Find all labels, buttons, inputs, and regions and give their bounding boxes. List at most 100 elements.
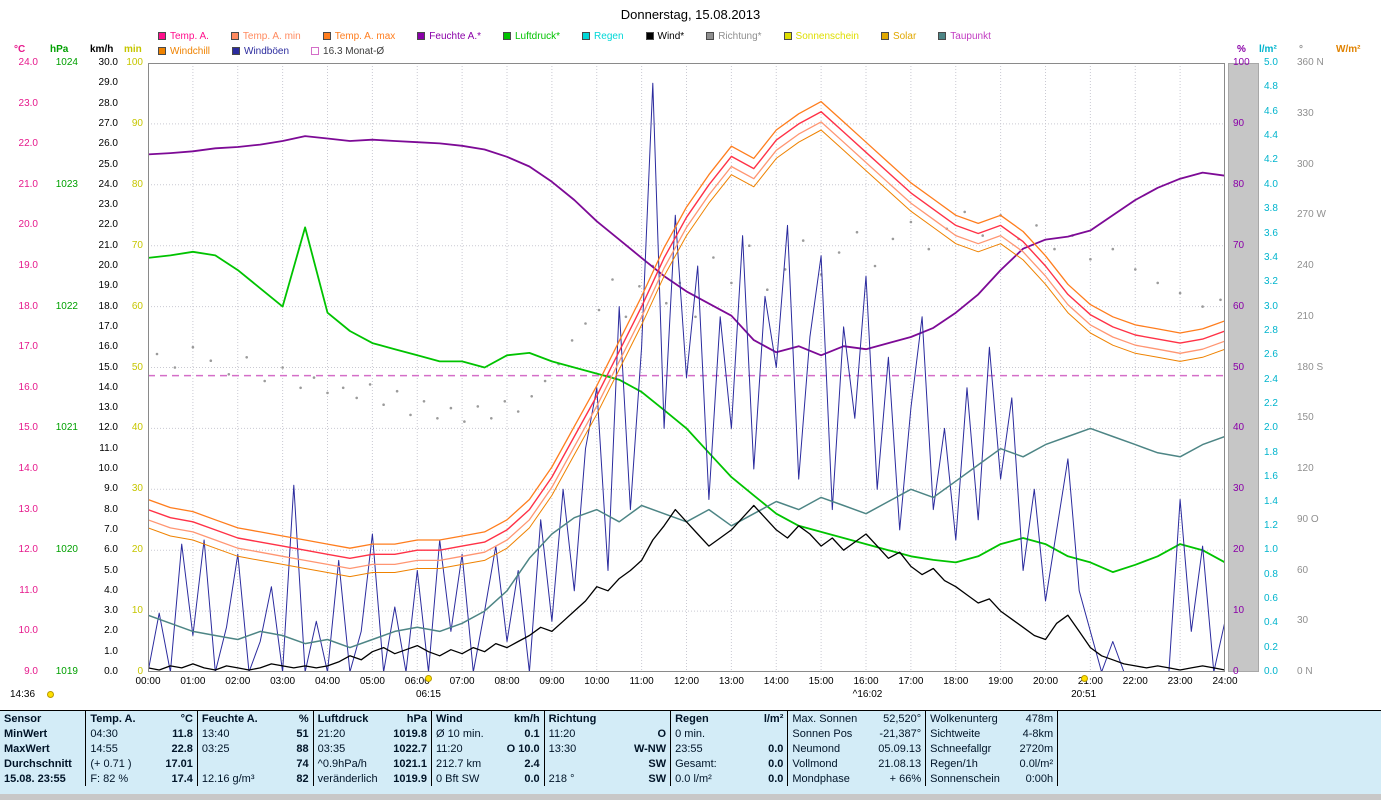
axis-solar-header: W/m² (1336, 44, 1361, 55)
series-richtung-dot (1053, 247, 1056, 251)
group-info: 11:20 (548, 727, 576, 740)
tick-label: 17.0 (98, 320, 118, 332)
tick-label: 70 (1233, 239, 1245, 251)
tick-label: 25.0 (98, 158, 118, 170)
tick-label: 3.4 (1264, 251, 1278, 263)
tick-label: 0.8 (1264, 568, 1278, 580)
tick-label: 0.2 (1264, 641, 1278, 653)
group-info: veränderlich (317, 772, 378, 785)
group-info: 0.0 l/m² (675, 772, 712, 785)
group-info: 14:55 (90, 742, 118, 755)
regen-swatch (582, 32, 591, 40)
tick-label: 18.0 (98, 300, 118, 312)
series-richtung-dot (543, 379, 547, 383)
window-bottom-border (0, 794, 1381, 800)
tick-label: 270 W (1297, 209, 1326, 221)
tick-label: 15.0 (98, 361, 118, 373)
legend-label: 16.3 Monat-Ø (323, 45, 385, 57)
temp-a-max-swatch (322, 32, 331, 40)
tick-label: 100 (126, 57, 143, 68)
row-header: 15.08. 23:55 (0, 771, 87, 786)
group-info: 03:35 (317, 742, 346, 755)
tick-label: 17.0 (18, 341, 38, 353)
filler (1058, 741, 1381, 756)
legend-label: Windböen (244, 45, 290, 57)
series-richtung-dot (341, 386, 345, 390)
axis-hpa-ticks: 1024 1023 1022 1021 1020 1019 (44, 58, 80, 677)
x-tick-label: 14:00 (763, 676, 789, 687)
legend-row-1: Temp. A. Temp. A. min Temp. A. max Feuchte … (158, 30, 991, 42)
tick-label: 0 (137, 666, 143, 677)
legend-item-16-3-monat: 16.3 Monat-Ø (311, 46, 384, 57)
x-tick-label: 23:00 (1167, 676, 1193, 687)
tick-label: 0.0 (1264, 666, 1278, 677)
legend-label: Richtung* (718, 30, 762, 42)
tick-label: 10.0 (18, 625, 38, 637)
info-value: -21,387° (861, 726, 927, 741)
group-info: 13:40 (201, 727, 230, 740)
group-name: Regen (675, 712, 709, 725)
tick-label: 10 (1233, 605, 1245, 617)
tick-label: 0.0 (104, 666, 118, 677)
series-richtung-dot (173, 366, 177, 369)
tick-label: 240 (1297, 260, 1314, 271)
x-tick-label: 07:00 (449, 676, 475, 687)
tick-label: 29.0 (98, 77, 118, 89)
legend-item-feuchte-a: Feuchte A.* (417, 31, 481, 42)
series-richtung-dot (1089, 257, 1092, 261)
legend-item-wind: Wind* (645, 31, 684, 42)
tick-label: 3.8 (1264, 203, 1278, 215)
info-label: Mondphase (792, 772, 850, 785)
x-tick-label: 13:00 (718, 676, 744, 687)
x-tick-label: 03:00 (270, 676, 296, 687)
legend-label: Temp. A. min (242, 30, 301, 42)
group-value: 1019.9 (381, 771, 432, 786)
series-richtung-dot (395, 389, 399, 393)
sonnenschein-swatch (783, 32, 792, 40)
tick-label: 4.2 (1264, 154, 1278, 166)
group-info: 12.16 g/m³ (201, 772, 255, 785)
tick-label: 20 (1233, 544, 1245, 556)
series-richtung-dot (281, 366, 284, 369)
tick-label: 19.0 (18, 260, 38, 271)
group-unit: hPa (381, 711, 432, 726)
richtung-swatch (706, 32, 715, 40)
x-tick-label: 04:00 (314, 676, 341, 687)
group-value: 1019.8 (381, 726, 432, 741)
series-richtung-dot (1134, 268, 1137, 271)
group-value: O (615, 726, 672, 741)
filler (1058, 726, 1381, 741)
series-richtung-dot (409, 413, 412, 417)
info-value: 0.0l/m² (1003, 756, 1059, 771)
tick-label: 90 (1233, 117, 1245, 129)
sunrise-sun-icon (425, 675, 433, 682)
table-row: MaxWert 14:55 22.8 03:25 88 03:35 1022.7 11:20 O… (0, 741, 1381, 756)
tick-label: 80 (131, 178, 143, 190)
x-tick-label: 22:00 (1122, 676, 1148, 687)
group-info: 0 Bft SW (435, 772, 480, 785)
chart-plot[interactable] (148, 63, 1225, 672)
series-richtung-dot (730, 281, 733, 285)
axis-dir-ticks: 360 N 330 300 270 W 240 210 180 S 150 120 90 O 60 3… (1295, 58, 1341, 677)
x-tick-label: 12:00 (673, 676, 700, 687)
tick-label: 0 N (1297, 666, 1313, 677)
group-value: SW (615, 756, 672, 771)
tick-label: 1019 (55, 666, 78, 677)
info-label: Sichtweite (930, 727, 981, 740)
series-wind (148, 504, 1225, 671)
axis-wind-ticks: 30.0 29.0 28.0 27.0 26.0 25.0 24.0 23.0 22.0 21.0… (84, 58, 120, 677)
series-richtung-dot (694, 315, 697, 319)
tick-label: 120 (1297, 463, 1314, 474)
legend-item-windchill: Windchill (158, 46, 210, 57)
tick-label: 4.6 (1264, 105, 1278, 117)
info-label: Wolkenunterg (930, 712, 998, 725)
info-value: + 66% (861, 771, 927, 786)
filler (1058, 756, 1381, 771)
legend-item-regen: Regen (582, 31, 624, 42)
x-tick-label: 20:00 (1032, 676, 1059, 687)
tick-label: 24.0 (98, 178, 118, 190)
tick-label: 30 (1297, 615, 1309, 627)
info-value: 0:00h (1003, 771, 1059, 786)
wind-swatch (645, 32, 654, 40)
